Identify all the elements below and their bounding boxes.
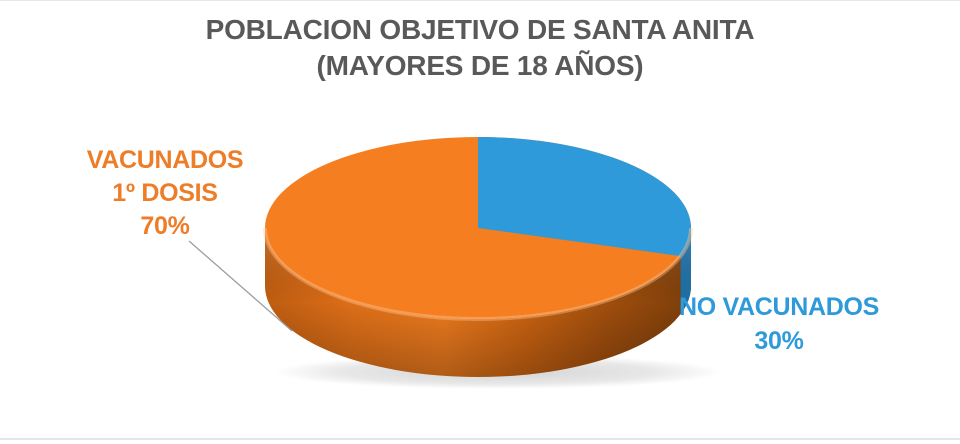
bottom-border-line	[0, 438, 960, 440]
chart-title: POBLACION OBJETIVO DE SANTA ANITA (MAYOR…	[0, 12, 960, 84]
label-vacunados-line-2: 1º DOSIS	[112, 179, 218, 207]
pie-bevel-highlight	[263, 227, 693, 321]
label-no-vacunados-line-1: NO VACUNADOS	[678, 293, 880, 321]
leader-line-vacunados	[188, 240, 293, 332]
label-no-vacunados-percent: 30%	[754, 327, 804, 355]
top-border-line	[0, 0, 960, 1]
pie-rim-overlay	[265, 228, 691, 377]
chart-title-line-1: POBLACION OBJETIVO DE SANTA ANITA	[205, 14, 755, 45]
chart-title-line-2: (MAYORES DE 18 AÑOS)	[316, 50, 644, 81]
label-vacunados-percent: 70%	[140, 212, 190, 240]
pie-slice-blue-top	[478, 137, 692, 257]
label-vacunados-line-1: VACUNADOS	[86, 146, 244, 174]
label-no-vacunados: NO VACUNADOS 30%	[668, 290, 890, 358]
label-vacunados: VACUNADOS 1º DOSIS 70%	[55, 144, 275, 243]
